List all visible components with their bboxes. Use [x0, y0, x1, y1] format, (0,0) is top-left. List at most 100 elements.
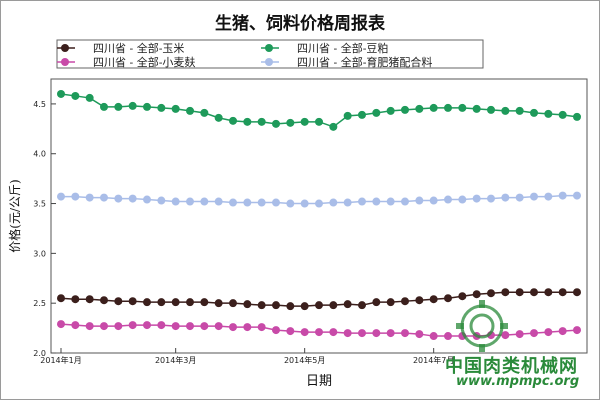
y-tick-label: 3.5: [33, 200, 46, 209]
data-point: [386, 298, 395, 307]
series-1: [57, 288, 581, 311]
data-point: [315, 199, 323, 208]
data-point: [401, 197, 409, 206]
data-point: [558, 191, 567, 200]
x-tick-label: 2014年1月: [40, 355, 81, 365]
y-tick-label: 4.0: [33, 150, 46, 159]
data-point: [415, 104, 424, 113]
data-point: [429, 295, 438, 304]
data-point: [458, 292, 467, 301]
data-point: [171, 298, 180, 307]
data-point: [143, 102, 151, 111]
data-point: [100, 322, 108, 331]
data-point: [343, 198, 352, 207]
data-point: [429, 332, 438, 341]
data-point: [315, 301, 323, 310]
data-point: [186, 298, 194, 307]
data-point: [415, 330, 424, 339]
watermark-site-name: 中国肉类机械网: [445, 356, 578, 377]
data-point: [272, 326, 280, 335]
data-point: [171, 197, 180, 206]
data-point: [171, 104, 180, 113]
data-point: [501, 193, 510, 202]
data-point: [343, 329, 352, 338]
legend-marker: [61, 44, 69, 52]
data-point: [114, 194, 123, 203]
data-point: [272, 198, 280, 207]
y-tick-label: 3.0: [33, 249, 46, 258]
data-point: [544, 192, 553, 201]
data-point: [358, 329, 366, 338]
y-axis-label: 价格(元/公斤): [7, 179, 22, 252]
data-point: [573, 326, 581, 335]
data-point: [57, 320, 65, 329]
legend-marker: [265, 58, 273, 66]
data-point: [329, 301, 338, 310]
data-point: [229, 116, 237, 125]
data-point: [343, 300, 352, 309]
data-point: [157, 298, 166, 307]
data-point: [171, 322, 180, 331]
data-point: [71, 321, 80, 330]
x-tick-label: 2014年7月: [413, 355, 454, 365]
data-point: [401, 297, 409, 306]
data-point: [315, 117, 323, 126]
data-point: [286, 327, 295, 336]
data-point: [444, 103, 452, 112]
data-point: [515, 106, 524, 115]
data-point: [544, 109, 553, 118]
data-point: [85, 93, 94, 102]
data-point: [257, 301, 266, 310]
data-point: [71, 192, 80, 201]
data-point: [472, 194, 481, 203]
data-point: [530, 192, 538, 201]
data-point: [429, 103, 438, 112]
data-point: [186, 322, 194, 331]
data-point: [100, 296, 108, 305]
data-point: [100, 193, 108, 202]
data-point: [286, 199, 295, 208]
legend-marker: [61, 58, 69, 66]
data-point: [315, 328, 323, 337]
data-point: [143, 321, 151, 330]
legend-label: 四川省 - 全部-小麦麸: [93, 55, 195, 69]
legend-label: 四川省 - 全部-育肥猪配合料: [297, 55, 432, 69]
chart-title: 生猪、饲料价格周报表: [215, 14, 385, 34]
data-point: [515, 330, 524, 339]
data-point: [501, 106, 510, 115]
data-point: [143, 195, 151, 204]
data-point: [286, 118, 295, 127]
data-point: [501, 331, 510, 340]
data-point: [243, 198, 252, 207]
data-point: [157, 196, 166, 205]
data-point: [558, 110, 567, 119]
data-point: [272, 119, 280, 128]
data-point: [257, 323, 266, 332]
data-point: [286, 302, 295, 311]
data-point: [329, 198, 338, 207]
data-point: [128, 194, 137, 203]
data-point: [558, 288, 567, 297]
data-point: [229, 198, 237, 207]
data-point: [501, 288, 510, 297]
data-point: [257, 117, 266, 126]
series-3: [57, 89, 581, 131]
data-point: [229, 299, 237, 308]
data-point: [343, 111, 352, 120]
data-point: [358, 110, 366, 119]
data-point: [386, 197, 395, 206]
series-4: [57, 191, 581, 208]
data-point: [329, 328, 338, 337]
data-point: [444, 294, 452, 303]
data-point: [530, 329, 538, 338]
x-tick-label: 2014年3月: [155, 355, 196, 365]
data-point: [544, 328, 553, 337]
data-point: [214, 197, 223, 206]
data-point: [128, 101, 137, 110]
data-point: [200, 197, 209, 206]
data-point: [472, 104, 481, 113]
data-point: [257, 198, 266, 207]
